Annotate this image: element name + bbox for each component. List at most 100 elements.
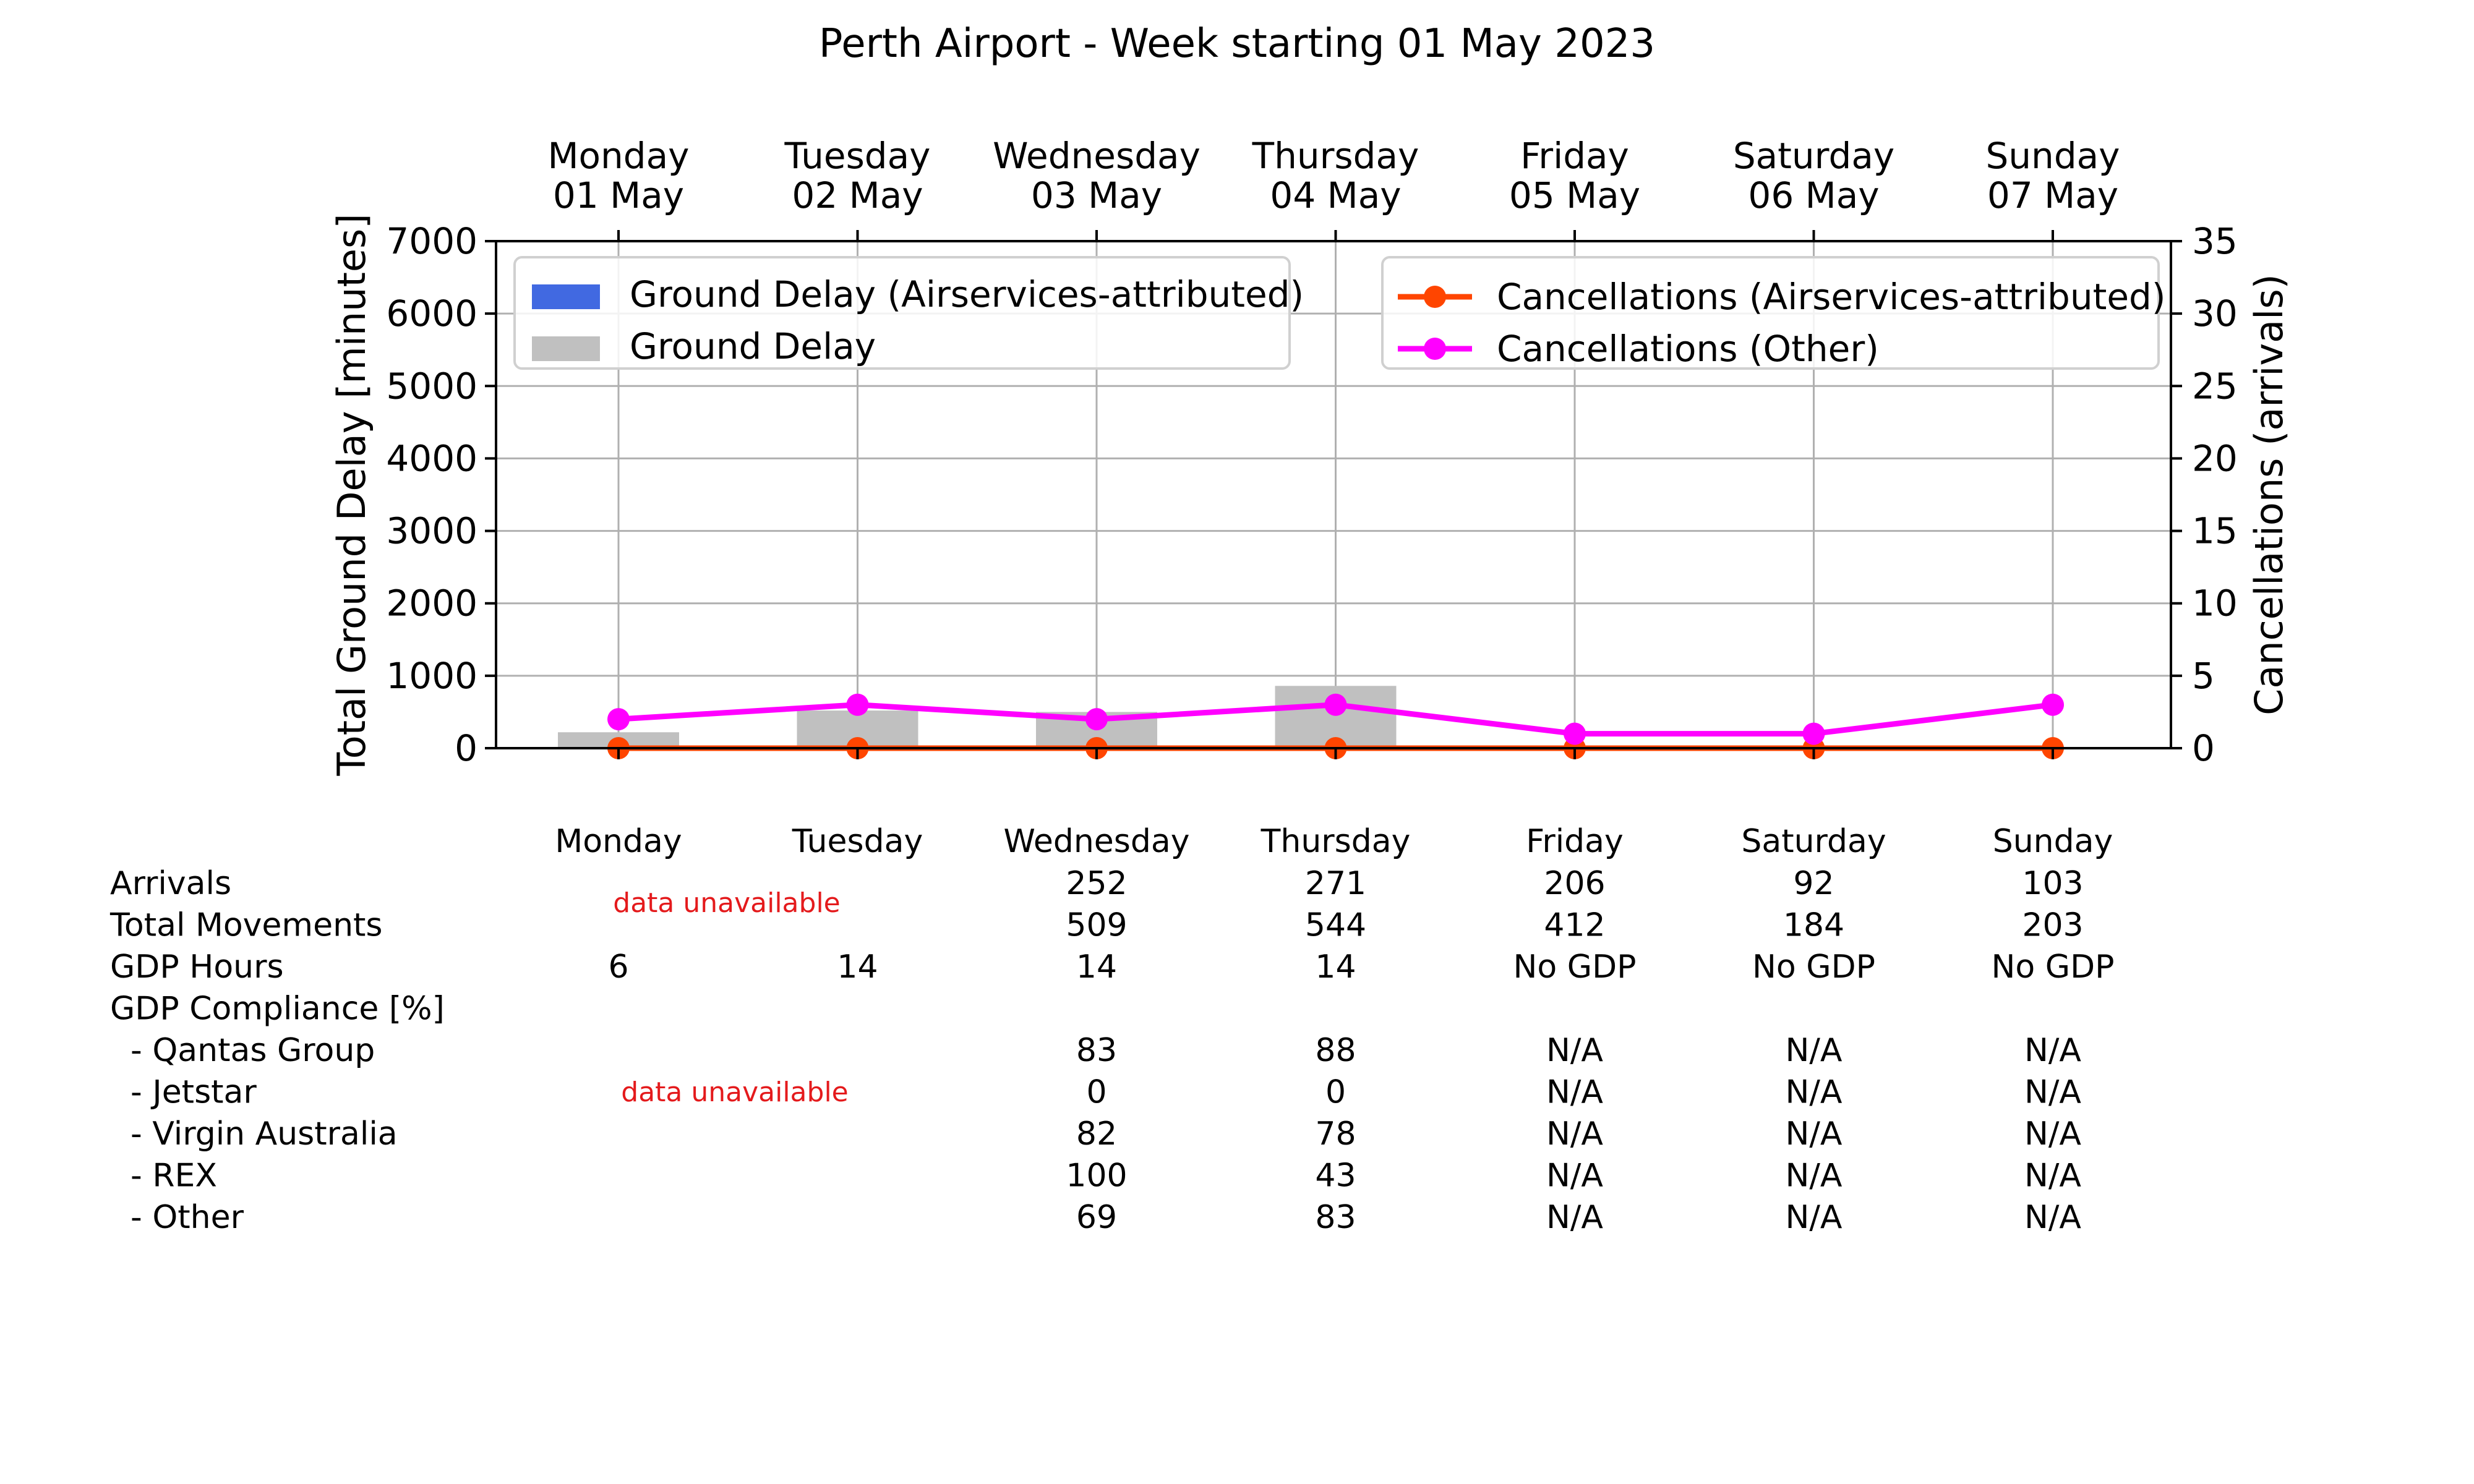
data-unavailable-note: data unavailable	[613, 887, 840, 919]
table-day-header: Friday	[1526, 823, 1624, 860]
x-tick-label: Friday 05 May	[1509, 135, 1640, 216]
table-cell: N/A	[1546, 1115, 1603, 1153]
legend-label: Ground Delay (Airservices-attributed)	[630, 273, 1304, 315]
y-tick-label: 2000	[386, 582, 477, 625]
table-cell: 14	[1076, 949, 1117, 986]
table-day-header: Wednesday	[1003, 823, 1189, 860]
legend-swatch	[532, 336, 600, 361]
table-cell: N/A	[1786, 1158, 1843, 1195]
table-cell: N/A	[2024, 1158, 2081, 1195]
table-day-header: Monday	[555, 823, 682, 860]
x-tick-label: Thursday 04 May	[1252, 135, 1419, 216]
data-table: Monday Tuesday Wednesday Thursday Friday Satu…	[109, 823, 2114, 1236]
legend-box-right	[1381, 256, 2160, 370]
table-cell: No GDP	[1752, 949, 1875, 986]
table-cell: 271	[1305, 865, 1366, 902]
table-row-label: - Virgin Australia	[110, 1115, 398, 1153]
table-row-label: - Qantas Group	[110, 1032, 375, 1069]
table-cell: 69	[1076, 1199, 1117, 1236]
legend-marker	[1424, 338, 1446, 360]
data-point	[2042, 693, 2064, 716]
table-row-label: GDP Compliance [%]	[110, 991, 445, 1028]
plot-area: 0 1000 2000 3000 4000 5000 6000 7000 0 5 10 15 20 25 3…	[329, 135, 2292, 777]
legend-box-left	[513, 256, 1291, 370]
data-point	[1564, 722, 1586, 745]
y2-tick-label: 30	[2192, 292, 2238, 335]
table-day-header: Tuesday	[792, 823, 923, 860]
table-cell: N/A	[1546, 1199, 1603, 1236]
table-cell: 412	[1544, 907, 1605, 944]
x-tick-label: Saturday 06 May	[1733, 135, 1894, 216]
table-row-label: - Other	[110, 1199, 244, 1236]
table-row-label: - REX	[110, 1158, 217, 1195]
table-cell: N/A	[1786, 1115, 1843, 1153]
table-row-label: GDP Hours	[110, 949, 284, 986]
table-row-label: Arrivals	[110, 865, 231, 902]
legend-label: Cancellations (Other)	[1497, 328, 1879, 370]
data-point	[846, 693, 869, 716]
table-cell: N/A	[1786, 1032, 1843, 1069]
legend-swatch	[532, 284, 600, 309]
table-cell: 100	[1066, 1158, 1127, 1195]
y2-tick-label: 15	[2192, 510, 2238, 552]
legend-marker	[1424, 286, 1446, 308]
table-cell: 88	[1315, 1032, 1356, 1069]
table-cell: 544	[1305, 907, 1366, 944]
data-point	[607, 708, 630, 731]
x-tick-label: Sunday 07 May	[1985, 135, 2120, 216]
table-cell: 206	[1544, 865, 1605, 902]
y-tick-label: 7000	[386, 220, 477, 262]
table-cell: 184	[1783, 907, 1844, 944]
table-cell: 92	[1793, 865, 1834, 902]
chart-title: Perth Airport - Week starting 01 May 202…	[819, 21, 1655, 67]
table-cell: N/A	[1546, 1074, 1603, 1111]
y2-tick-label: 10	[2192, 582, 2238, 625]
y-tick-label: 0	[455, 727, 477, 769]
y-tick-label: 1000	[386, 655, 477, 697]
y2-tick-label: 35	[2192, 220, 2238, 262]
table-cell: 83	[1315, 1199, 1356, 1236]
table-cell: 78	[1315, 1115, 1356, 1153]
y-tick-label: 5000	[386, 365, 477, 407]
y-tick-label: 3000	[386, 510, 477, 552]
table-cell: No GDP	[1513, 949, 1637, 986]
table-row-label: Total Movements	[109, 907, 383, 944]
y2-tick-label: 0	[2192, 727, 2215, 769]
table-cell: N/A	[1546, 1158, 1603, 1195]
table-cell: No GDP	[1992, 949, 2115, 986]
table-cell: N/A	[2024, 1074, 2081, 1111]
x-tick-label: Wednesday 03 May	[993, 135, 1201, 216]
table-cell: 83	[1076, 1032, 1117, 1069]
table-cell: 0	[1325, 1074, 1346, 1111]
table-cell: N/A	[1546, 1032, 1603, 1069]
table-cell: N/A	[2024, 1032, 2081, 1069]
y2-tick-label: 25	[2192, 365, 2238, 407]
data-point	[1324, 693, 1347, 716]
table-cell: 203	[2022, 907, 2083, 944]
legend-label: Ground Delay	[630, 325, 876, 367]
table-day-header: Saturday	[1741, 823, 1886, 860]
data-unavailable-note: data unavailable	[621, 1077, 848, 1108]
y-tick-label: 6000	[386, 292, 477, 335]
data-point	[1802, 722, 1825, 745]
legend-label: Cancellations (Airservices-attributed)	[1497, 276, 2166, 318]
table-cell: N/A	[1786, 1199, 1843, 1236]
table-cell: 509	[1066, 907, 1127, 944]
y2-tick-label: 20	[2192, 437, 2238, 479]
y2-axis-label: Cancellations (arrivals)	[2246, 274, 2292, 715]
y2-tick-label: 5	[2192, 655, 2215, 697]
table-row-label: - Jetstar	[110, 1074, 257, 1111]
table-cell: N/A	[2024, 1199, 2081, 1236]
table-cell: 103	[2022, 865, 2083, 902]
table-cell: 43	[1315, 1158, 1356, 1195]
table-cell: 14	[1315, 949, 1356, 986]
y-tick-label: 4000	[386, 437, 477, 479]
table-cell: N/A	[1786, 1074, 1843, 1111]
table-cell: 252	[1066, 865, 1127, 902]
table-cell: 14	[837, 949, 878, 986]
table-day-header: Thursday	[1261, 823, 1411, 860]
x-tick-label: Tuesday 02 May	[784, 135, 931, 216]
table-cell: N/A	[2024, 1115, 2081, 1153]
data-point	[1085, 708, 1108, 731]
